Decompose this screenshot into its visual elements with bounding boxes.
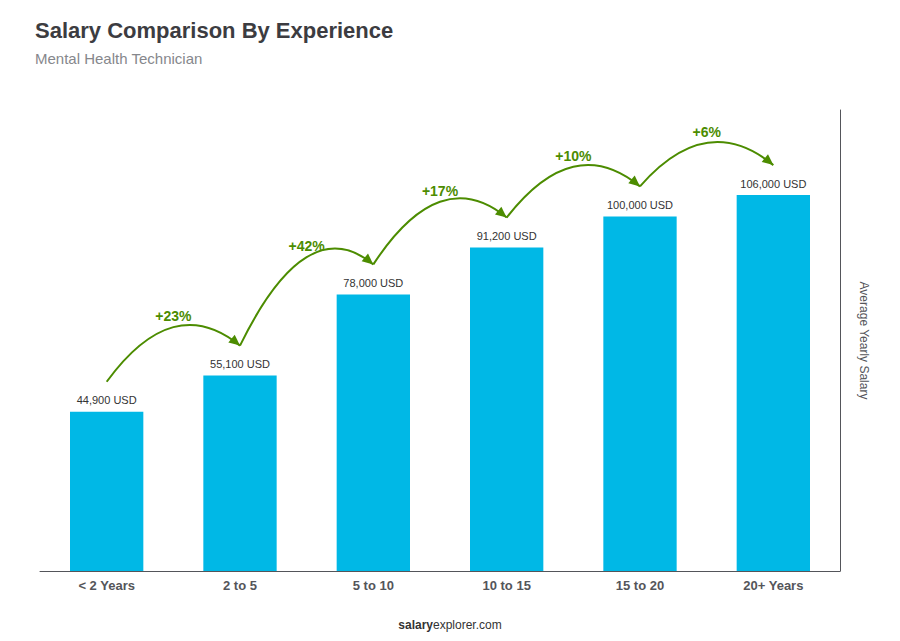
svg-text:explorer.com: explorer.com (433, 618, 502, 632)
svg-text:+23%: +23% (155, 308, 192, 324)
svg-text:106,000 USD: 106,000 USD (740, 178, 806, 190)
svg-text:78,000 USD: 78,000 USD (343, 277, 403, 289)
svg-text:Average Yearly Salary: Average Yearly Salary (857, 282, 871, 400)
svg-text:10 to 15: 10 to 15 (482, 578, 530, 593)
svg-text:100,000 USD: 100,000 USD (607, 199, 673, 211)
svg-text:salary: salary (398, 618, 433, 632)
svg-text:15 to 20: 15 to 20 (616, 578, 664, 593)
svg-text:5 to 10: 5 to 10 (353, 578, 394, 593)
svg-text:2 to 5: 2 to 5 (223, 578, 257, 593)
svg-text:Mental Health Technician: Mental Health Technician (35, 50, 202, 67)
svg-text:< 2 Years: < 2 Years (78, 578, 135, 593)
svg-text:+10%: +10% (555, 148, 592, 164)
svg-text:+6%: +6% (692, 124, 721, 140)
svg-text:20+ Years: 20+ Years (743, 578, 803, 593)
svg-text:+42%: +42% (289, 238, 326, 254)
svg-text:44,900 USD: 44,900 USD (77, 394, 137, 406)
svg-text:91,200 USD: 91,200 USD (477, 230, 537, 242)
svg-text:Salary Comparison By Experienc: Salary Comparison By Experience (35, 18, 393, 43)
svg-text:55,100 USD: 55,100 USD (210, 358, 270, 370)
svg-text:+17%: +17% (422, 183, 459, 199)
